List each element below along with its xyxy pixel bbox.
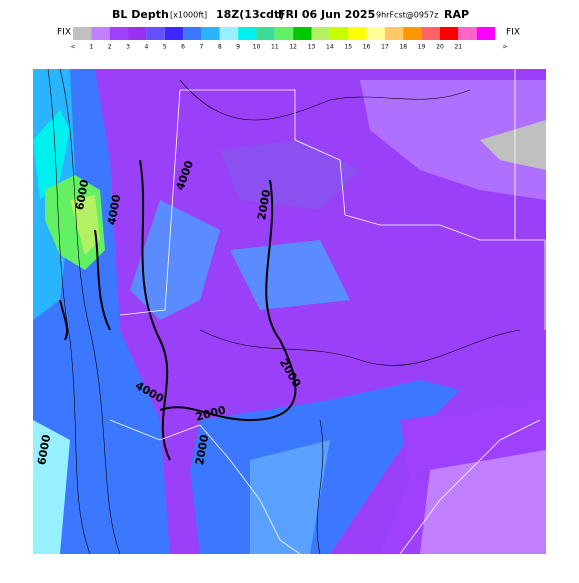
colorbar-box (476, 27, 495, 40)
colorbar-label: 19 (418, 44, 426, 51)
colorbar-box (201, 27, 220, 40)
colorbar-box (311, 27, 330, 40)
contour-label: 2000 (193, 433, 211, 466)
colorbar-label: 18 (399, 44, 407, 51)
colorbar-label: 20 (436, 44, 444, 51)
region-blue2 (130, 200, 220, 320)
thin-contours (47, 69, 521, 554)
colorbar-label: 14 (326, 44, 334, 51)
colorbar-label: 7 (200, 44, 204, 51)
colorbar-box (73, 27, 92, 40)
title-valid: 18Z(13cdt) (216, 8, 284, 21)
colorbar-box (366, 27, 385, 40)
colorbar-box (128, 27, 147, 40)
thick-contours (59, 159, 297, 461)
colorbar-box (238, 27, 257, 40)
contour-label: 6000 (35, 433, 53, 466)
colorbar-label: 4 (144, 44, 148, 51)
colorbar-label: < (70, 44, 75, 51)
colorbar-label: 17 (381, 44, 389, 51)
region-gray (480, 120, 546, 170)
colorbar-box (403, 27, 422, 40)
colorbar-box (348, 27, 367, 40)
region-blue5 (250, 440, 330, 554)
colorbar-box (146, 27, 165, 40)
map-area: 6000 4000 4000 2000 2000 2000 4000 2000 … (33, 69, 546, 554)
legend-right-label: FIX (506, 28, 520, 38)
colorbar-box (183, 27, 202, 40)
colorbar-box (256, 27, 275, 40)
colorbar-label: 10 (253, 44, 261, 51)
colorbar-box (439, 27, 459, 40)
region-lightpurple (420, 450, 546, 554)
region-yellowgreen (70, 195, 100, 255)
borders (109, 69, 546, 554)
colorbar-box (164, 27, 184, 40)
region-blue3 (230, 240, 350, 310)
title: BL Depth [x1000ft] 18Z(13cdt) FRI 06 Jun… (112, 8, 469, 21)
colorbar-label: 13 (308, 44, 316, 51)
colorbar-label: 5 (163, 44, 167, 51)
region-paleblue (33, 420, 70, 554)
colorbar-label: > (502, 44, 507, 51)
region-cyan (33, 110, 70, 200)
title-forecast: 9hrFcst@0957z (376, 11, 438, 20)
colorbar-box (458, 27, 477, 40)
colorbar-box (421, 27, 440, 40)
colorbar-label: 15 (344, 44, 352, 51)
title-text: BL Depth (112, 8, 169, 21)
colorbar-label: 12 (289, 44, 297, 51)
contour-label: 4000 (105, 193, 123, 226)
title-date: FRI 06 Jun 2025 (278, 8, 375, 21)
title-model: RAP (444, 8, 469, 21)
contour-label: 6000 (73, 178, 91, 211)
colorbar-box (109, 27, 129, 40)
region-lavender (360, 80, 546, 200)
colorbar-label: 6 (181, 44, 185, 51)
colorbar-label: 1 (89, 44, 93, 51)
colorbar-label: 3 (126, 44, 130, 51)
colorbar-label: 11 (271, 44, 279, 51)
region-violet (220, 140, 360, 210)
colorbar-box (329, 27, 349, 40)
colorbar-label: 21 (454, 44, 462, 51)
colorbar-box (274, 27, 294, 40)
colorbar-label: 8 (218, 44, 222, 51)
colorbar-label: 9 (236, 44, 240, 51)
colorbar-label: 16 (363, 44, 371, 51)
title-units: [x1000ft] (170, 11, 207, 20)
colorbar-box (293, 27, 312, 40)
colorbar-box (384, 27, 404, 40)
colorbar-label: 2 (108, 44, 112, 51)
contour-label: 2000 (255, 188, 273, 221)
legend-left-label: FIX (57, 28, 71, 38)
colorbar-box (91, 27, 110, 40)
colorbar-box (219, 27, 239, 40)
colorbar: <1 2 3 4 5 6 7 8 9 10 11 12 13 14 15 16 17 18 19 20 21 > (70, 27, 508, 51)
